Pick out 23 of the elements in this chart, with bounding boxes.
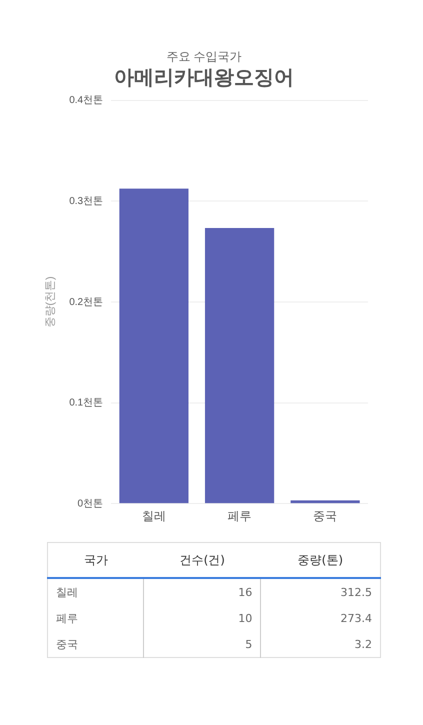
y-tick-label: 0.2천톤 [69,296,104,308]
y-tick-label: 0.1천톤 [69,398,104,409]
text: 16 [144,578,261,605]
chart-subtitle: 주요 수입국가 [166,50,242,64]
text: 국가 [48,542,144,578]
y-tick-label: 0.4천톤 [69,95,104,106]
y-tick-label: 0천톤 [78,498,104,510]
category-label: 페루 [56,612,78,624]
category-label: 칠레 [56,586,78,598]
text: 273.4 [260,605,380,631]
category-label: 중국 [56,638,78,650]
y-tick-label: 0.3천톤 [69,196,104,207]
text: 건수(건) [144,542,261,578]
text: 312.5 [260,578,380,605]
x-tick-label: 페루 [228,509,252,524]
x-tick-label: 중국 [313,509,338,524]
text: 3.2 [260,631,380,658]
text: 5 [144,631,261,658]
text: 10 [144,605,261,631]
x-tick-label: 칠레 [142,509,166,524]
chart-title: 아메리카대왕오징어 [114,66,294,89]
text: 중량(톤) [260,542,380,578]
y-axis-title: 중량(천톤) [44,276,57,328]
